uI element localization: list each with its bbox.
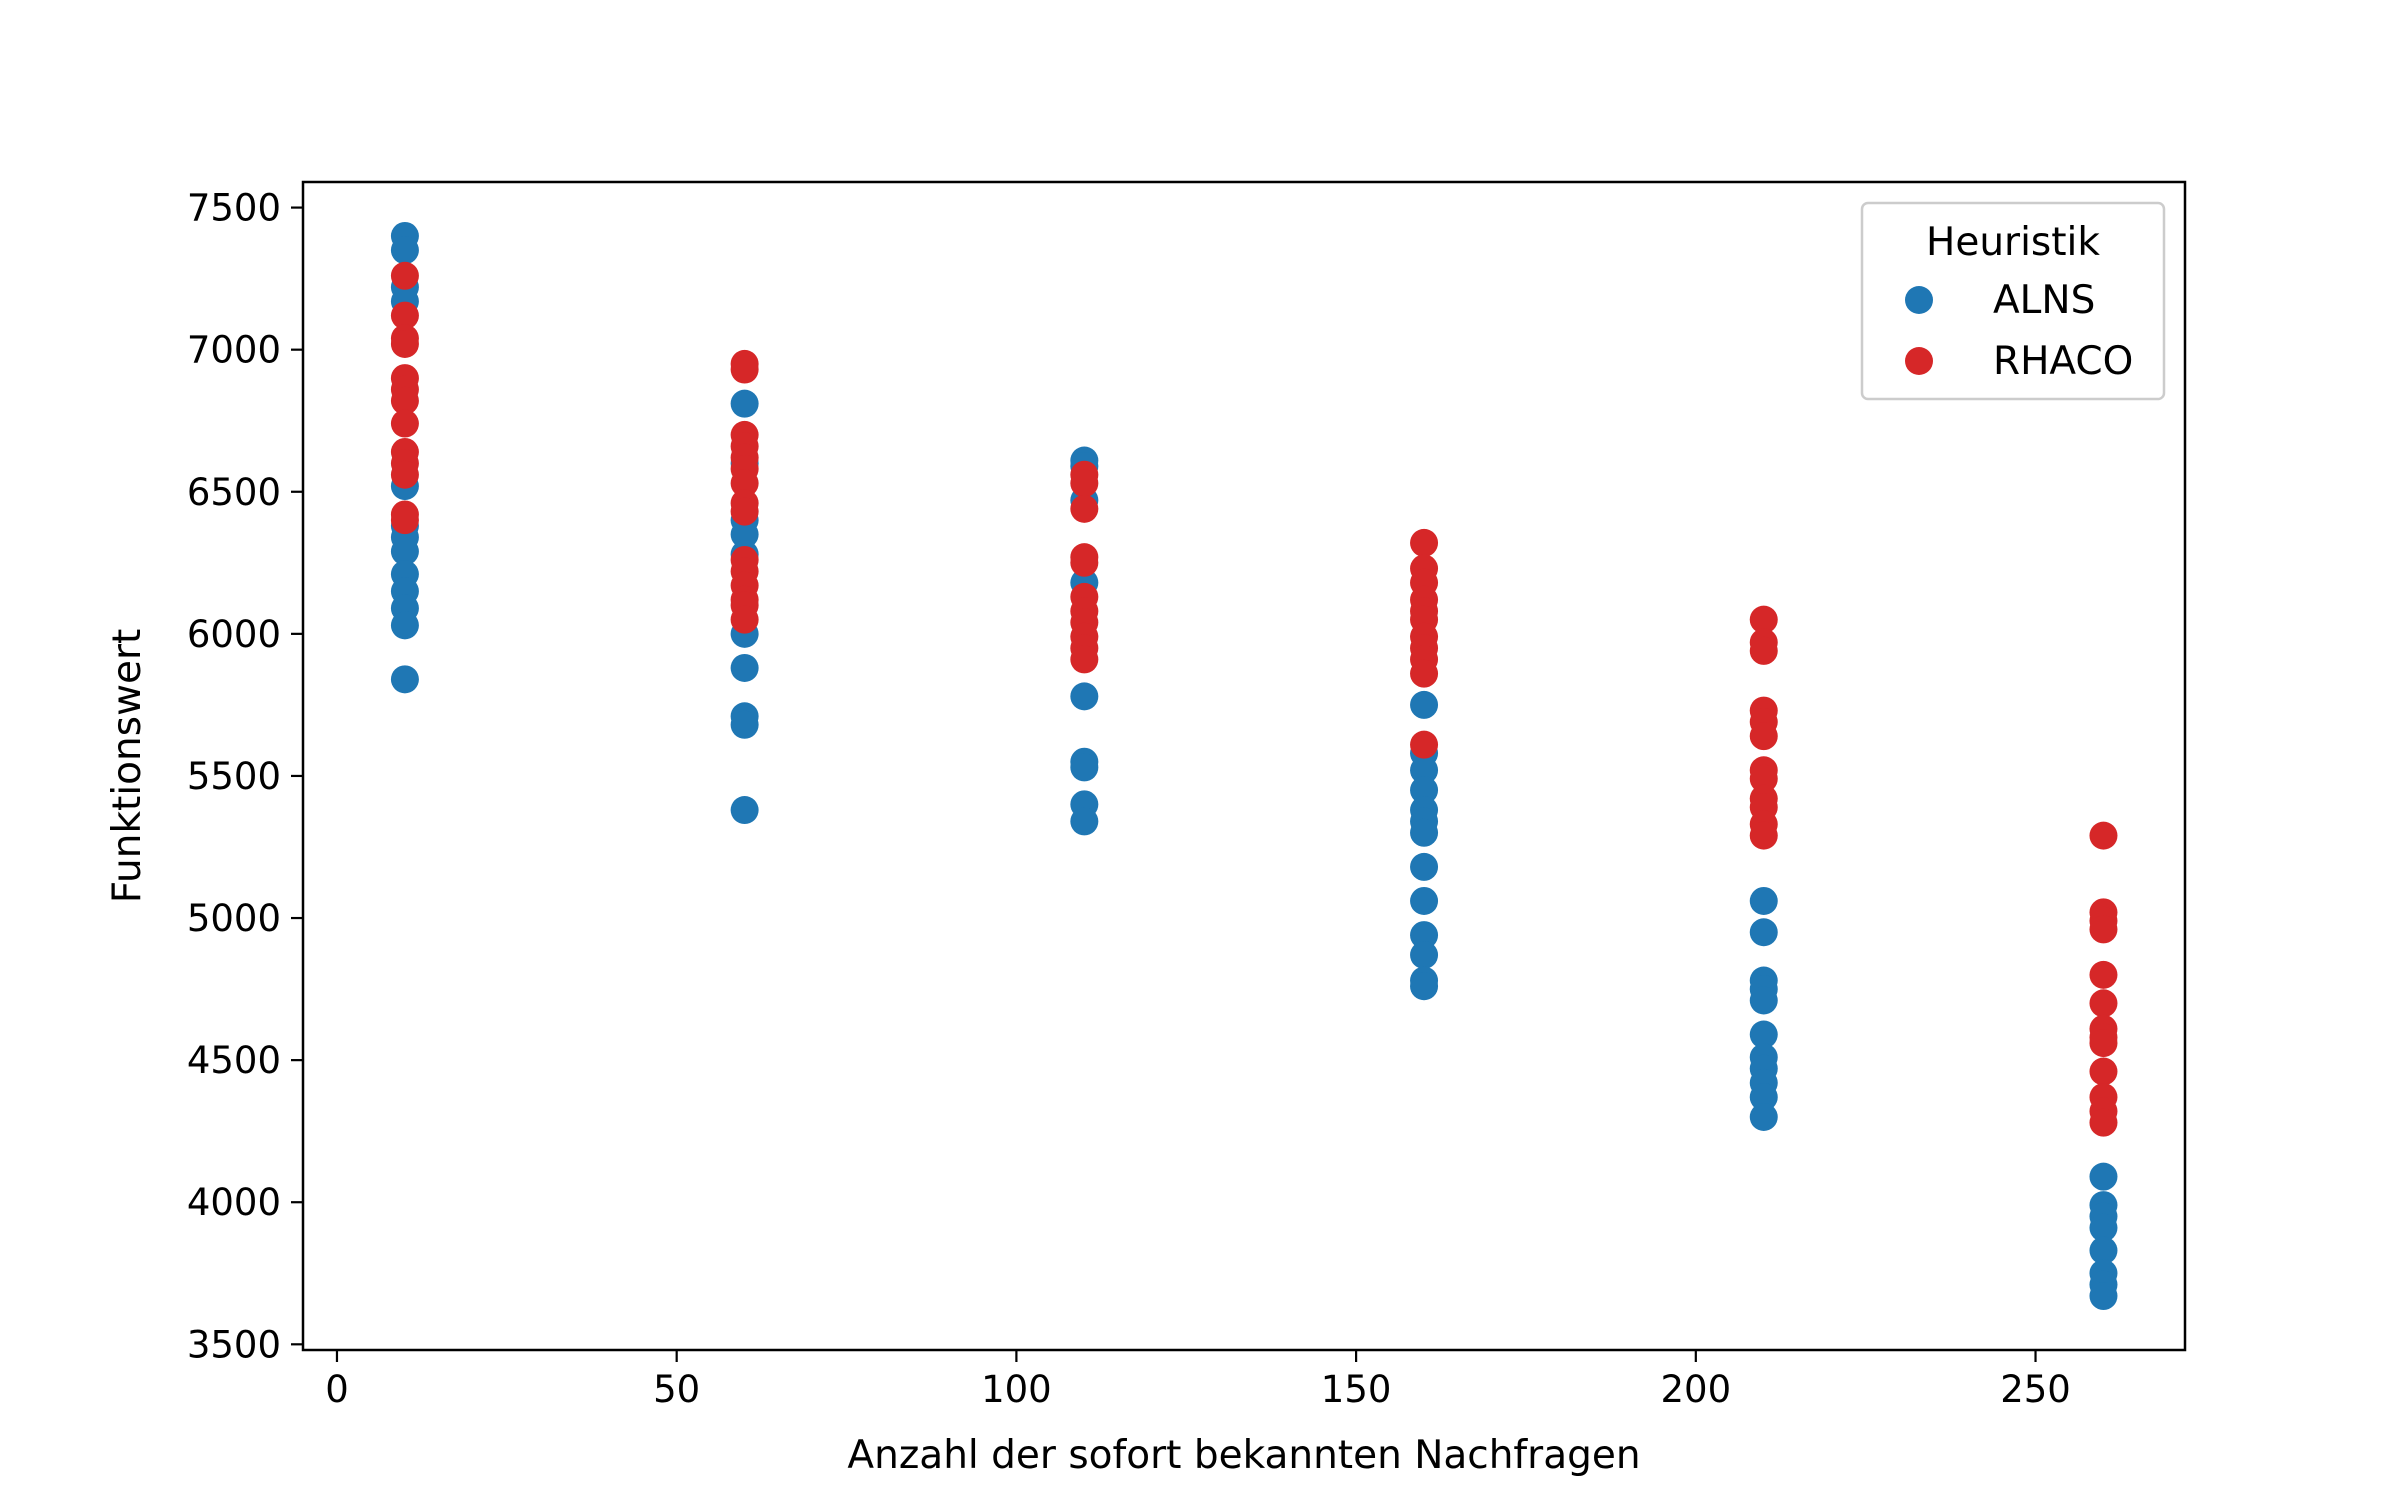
x-axis-ticks: 0 50 100 150 200 250 (325, 1350, 2071, 1411)
data-point (390, 409, 419, 438)
data-point (1749, 1020, 1778, 1049)
data-point (2089, 1108, 2118, 1137)
x-axis-label: Anzahl der sofort bekannten Nachfragen (847, 1433, 1640, 1478)
legend-marker-alns (1905, 286, 1933, 314)
data-point (2089, 915, 2118, 944)
data-point (390, 460, 419, 489)
data-point (730, 710, 759, 739)
data-point (1749, 722, 1778, 751)
data-point (730, 796, 759, 825)
data-point (730, 389, 759, 418)
data-point (1070, 682, 1099, 711)
data-point (1749, 1083, 1778, 1112)
data-point (390, 506, 419, 535)
data-point (2089, 1213, 2118, 1242)
legend-box (1860, 201, 2166, 401)
data-point (1410, 659, 1439, 688)
data-point (1070, 494, 1099, 523)
data-point (1410, 940, 1439, 969)
data-point (1410, 852, 1439, 881)
data-point (2089, 960, 2118, 989)
y-tick-label: 4000 (187, 1181, 281, 1224)
data-point (2089, 821, 2118, 850)
data-point (1749, 886, 1778, 915)
data-point (390, 665, 419, 694)
data-point (730, 653, 759, 682)
data-point (1749, 986, 1778, 1015)
data-point (730, 355, 759, 384)
data-point (1070, 753, 1099, 782)
data-point (730, 520, 759, 549)
plot-frame (301, 180, 2187, 1352)
data-point (1410, 818, 1439, 847)
data-point (1749, 636, 1778, 665)
y-tick-label: 4500 (187, 1039, 281, 1082)
x-tick-label: 0 (325, 1368, 349, 1411)
x-tick-label: 150 (1321, 1368, 1392, 1411)
legend-label-alns: ALNS (1993, 278, 2095, 323)
legend-items: ALNS RHACO (1905, 278, 2133, 384)
data-point (1410, 886, 1439, 915)
data-point (730, 605, 759, 634)
data-point (390, 611, 419, 640)
x-tick-label: 50 (653, 1368, 700, 1411)
data-point (390, 236, 419, 265)
data-point (1070, 807, 1099, 836)
data-point (2089, 1162, 2118, 1191)
data-point (1749, 1102, 1778, 1131)
data-point (2089, 989, 2118, 1018)
data-point (1749, 764, 1778, 793)
legend-title: Heuristik (1926, 220, 2100, 265)
x-tick-label: 200 (1661, 1368, 1732, 1411)
data-point (1070, 548, 1099, 577)
data-point (1410, 528, 1439, 557)
data-points (390, 221, 2118, 1311)
x-tick-label: 250 (2000, 1368, 2071, 1411)
data-point (2089, 1236, 2118, 1265)
data-point (390, 329, 419, 358)
data-point (1410, 730, 1439, 759)
legend-label-rhaco: RHACO (1993, 339, 2133, 384)
data-point (2089, 1029, 2118, 1058)
data-point (390, 537, 419, 566)
data-point (1070, 645, 1099, 674)
data-point (1749, 821, 1778, 850)
data-point (730, 497, 759, 526)
data-point (1410, 756, 1439, 785)
y-axis-ticks: 3500 4000 4500 5000 5500 6000 6500 7000 7500 (187, 187, 303, 1366)
data-point (1749, 605, 1778, 634)
data-point (1410, 972, 1439, 1001)
data-point (2089, 1282, 2118, 1311)
data-point (390, 261, 419, 290)
data-point (1749, 918, 1778, 947)
legend-marker-rhaco (1905, 347, 1933, 375)
legend: Heuristik ALNS RHACO (1860, 201, 2166, 401)
data-point (1410, 690, 1439, 719)
y-tick-label: 7000 (187, 329, 281, 372)
y-tick-label: 6000 (187, 613, 281, 656)
data-point (1410, 921, 1439, 950)
data-point (390, 301, 419, 330)
data-point (390, 386, 419, 415)
x-tick-label: 100 (981, 1368, 1052, 1411)
y-tick-label: 7500 (187, 187, 281, 230)
data-point (730, 469, 759, 498)
data-point (1070, 469, 1099, 498)
y-tick-label: 6500 (187, 471, 281, 514)
y-tick-label: 3500 (187, 1323, 281, 1366)
data-point (2089, 1057, 2118, 1086)
y-tick-label: 5500 (187, 755, 281, 798)
series-rhaco (390, 261, 2118, 1137)
y-axis-label: Funktionswert (105, 629, 150, 904)
y-tick-label: 5000 (187, 897, 281, 940)
data-point (1410, 776, 1439, 805)
